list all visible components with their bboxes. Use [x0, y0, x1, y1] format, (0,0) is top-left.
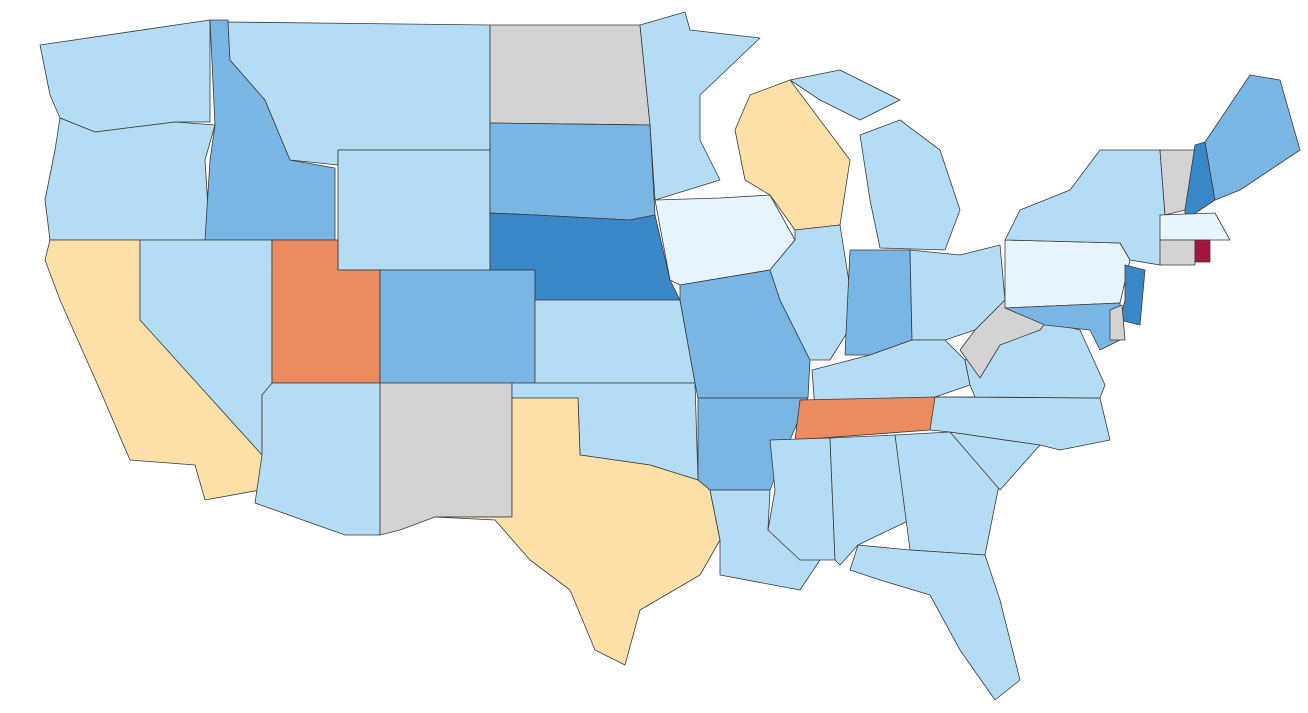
state [254, 382, 381, 536]
state [859, 119, 961, 251]
state [1004, 239, 1131, 309]
state [434, 397, 721, 666]
state [844, 249, 913, 356]
state [929, 396, 1111, 451]
state [489, 122, 656, 221]
state [1159, 212, 1231, 241]
state [489, 24, 651, 126]
state [1194, 239, 1211, 263]
state [1159, 239, 1196, 266]
state [849, 544, 1021, 701]
state [39, 19, 211, 133]
state [379, 382, 513, 536]
state [1119, 264, 1146, 326]
state [1004, 302, 1121, 351]
state [1184, 141, 1216, 221]
state [379, 269, 536, 384]
state [1204, 74, 1301, 201]
state [639, 11, 761, 201]
state [44, 117, 216, 241]
state [769, 224, 856, 361]
state [489, 212, 681, 301]
state [709, 489, 821, 591]
state [894, 431, 1001, 556]
state [337, 149, 491, 271]
states [39, 11, 1301, 701]
state [1109, 304, 1126, 341]
state [534, 299, 696, 384]
state [789, 69, 901, 121]
